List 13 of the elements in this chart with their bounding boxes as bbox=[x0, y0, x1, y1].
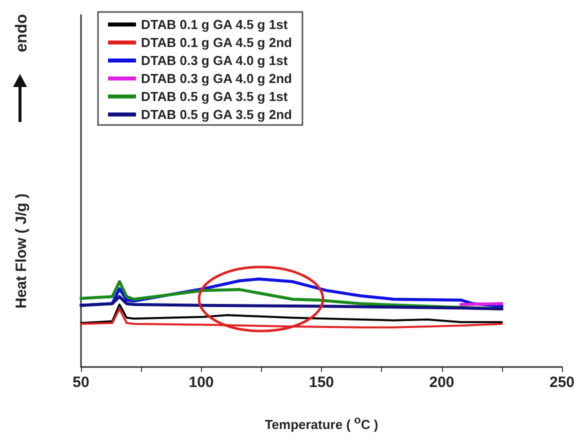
legend-label: DTAB 0.3 g GA 4.0 g 2nd bbox=[141, 71, 292, 86]
x-tick-label: 200 bbox=[429, 374, 454, 391]
legend-label: DTAB 0.5 g GA 3.5 g 2nd bbox=[141, 107, 292, 122]
legend-label: DTAB 0.5 g GA 3.5 g 1st bbox=[141, 89, 288, 104]
legend-label: DTAB 0.1 g GA 4.5 g 2nd bbox=[141, 35, 292, 50]
text: endo bbox=[14, 14, 30, 52]
legend-label: DTAB 0.3 g GA 4.0 g 1st bbox=[141, 53, 288, 68]
x-tick-label: 250 bbox=[549, 374, 575, 391]
x-tick-label: 100 bbox=[188, 374, 214, 391]
legend-label: DTAB 0.1 g GA 4.5 g 1st bbox=[141, 17, 288, 32]
x-tick-label: 50 bbox=[72, 374, 90, 391]
x-tick-label: 150 bbox=[308, 374, 334, 391]
y-axis-title: Heat Flow ( J/g ) bbox=[13, 193, 30, 309]
